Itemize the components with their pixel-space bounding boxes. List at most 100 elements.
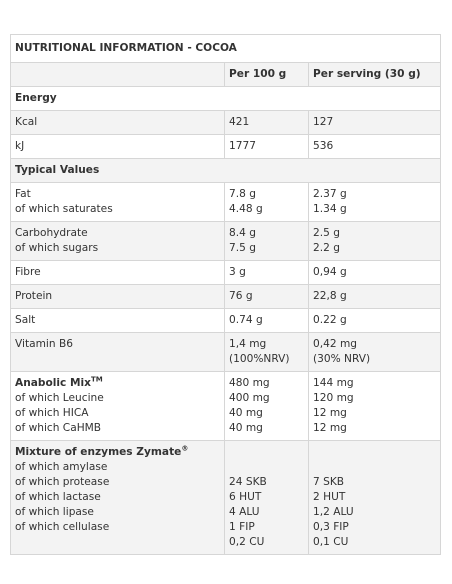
anabolic-trademark: TM [91,375,103,384]
value-kj-serving: 536 [307,134,442,159]
enzymes-title: Mixture of enzymes Zymate [15,446,182,458]
value-cahmb-srv: 12 mg [313,422,347,434]
value-saturates-srv: 1.34 g [313,203,347,215]
row-label-b6: Vitamin B6 [10,332,225,372]
value-leucine-100: 400 mg [229,392,270,404]
value-fat-per100: 7.8 g 4.48 g [224,182,309,222]
value-enzymes-serving: 7 SKB 2 HUT 1,2 ALU 0,3 FIP 0,1 CU [307,440,442,555]
value-kcal-serving: 127 [307,110,442,135]
label-amylase: of which amylase [15,461,108,473]
row-label-carb: Carbohydrate of which sugars [10,221,225,261]
value-fibre-per100: 3 g [224,260,309,285]
value-amylase-100: 24 SKB [229,476,267,488]
label-leucine: of which Leucine [15,392,104,404]
value-hica-srv: 12 mg [313,407,347,419]
label-cellulase: of which cellulase [15,521,110,533]
label-anabolic-mix: Anabolic MixTM [15,376,220,391]
value-carb-100: 8.4 g [229,227,256,239]
table-title-row: NUTRITIONAL INFORMATION - COCOA [9,34,442,63]
value-fat-100: 7.8 g [229,188,256,200]
nutrition-table-container: NUTRITIONAL INFORMATION - COCOA Per 100 … [9,34,442,555]
table-row: Carbohydrate of which sugars 8.4 g 7.5 g… [10,221,442,261]
table-row: Anabolic MixTM of which Leucine of which… [10,371,442,441]
value-b6-per100: 1,4 mg (100%NRV) [224,332,309,372]
value-lipase-100: 1 FIP [229,521,255,533]
table-row: Kcal 421 127 [10,110,442,135]
table-row: kJ 1777 536 [10,134,442,159]
value-saturates-100: 4.48 g [229,203,263,215]
label-lactase: of which lactase [15,491,101,503]
table-row: Mixture of enzymes Zymate® of which amyl… [10,440,442,555]
table-row: Protein 76 g 22,8 g [10,284,442,309]
value-anabolic-per100: 480 mg 400 mg 40 mg 40 mg [224,371,309,441]
value-b6-srv-nrv: (30% NRV) [313,353,371,365]
section-typical-row: Typical Values [9,158,442,183]
header-per-100g: Per 100 g [224,62,309,87]
value-sugars-100: 7.5 g [229,242,256,254]
table-row: Salt 0.74 g 0.22 g [10,308,442,333]
value-fat-srv: 2.37 g [313,188,347,200]
row-label-fibre: Fibre [10,260,225,285]
value-cahmb-100: 40 mg [229,422,263,434]
value-kj-per100: 1777 [224,134,309,159]
value-lipase-srv: 0,3 FIP [313,521,349,533]
header-row: Per 100 g Per serving (30 g) [10,62,442,87]
value-amylase-srv: 7 SKB [313,476,345,488]
table-row: Vitamin B6 1,4 mg (100%NRV) 0,42 mg (30%… [10,332,442,372]
section-energy-row: Energy [9,86,442,111]
label-hica: of which HICA [15,407,89,419]
row-label-kcal: Kcal [10,110,225,135]
anabolic-title: Anabolic Mix [15,377,91,389]
enzymes-registered: ® [181,444,189,453]
value-b6-100-nrv: (100%NRV) [229,353,290,365]
nutrition-table: NUTRITIONAL INFORMATION - COCOA Per 100 … [9,34,442,555]
value-anabolic-100: 480 mg [229,377,270,389]
header-per-serving: Per serving (30 g) [307,62,442,87]
label-enzymes: Mixture of enzymes Zymate® [15,445,220,460]
value-carb-per100: 8.4 g 7.5 g [224,221,309,261]
value-protease-srv: 2 HUT [313,491,346,503]
table-row: Fibre 3 g 0,94 g [10,260,442,285]
row-label-kj: kJ [10,134,225,159]
label-cahmb: of which CaHMB [15,422,102,434]
value-b6-serving: 0,42 mg (30% NRV) [307,332,442,372]
value-protease-100: 6 HUT [229,491,262,503]
label-saturates: of which saturates [15,203,113,215]
row-label-enzymes: Mixture of enzymes Zymate® of which amyl… [10,440,225,555]
value-leucine-srv: 120 mg [313,392,354,404]
row-label-protein: Protein [10,284,225,309]
value-carb-serving: 2.5 g 2.2 g [307,221,442,261]
value-fibre-serving: 0,94 g [307,260,442,285]
value-hica-100: 40 mg [229,407,263,419]
value-lactase-100: 4 ALU [229,506,260,518]
header-empty [10,62,225,87]
value-anabolic-srv: 144 mg [313,377,354,389]
value-protein-serving: 22,8 g [307,284,442,309]
table-row: Fat of which saturates 7.8 g 4.48 g 2.37… [10,182,442,222]
value-kcal-per100: 421 [224,110,309,135]
value-lactase-srv: 1,2 ALU [313,506,354,518]
value-anabolic-serving: 144 mg 120 mg 12 mg 12 mg [307,371,442,441]
section-typical-label: Typical Values [9,158,442,183]
value-salt-per100: 0.74 g [224,308,309,333]
value-b6-srv: 0,42 mg [313,338,357,350]
label-fat: Fat [15,188,31,200]
section-energy-label: Energy [9,86,442,111]
value-fat-serving: 2.37 g 1.34 g [307,182,442,222]
value-salt-serving: 0.22 g [307,308,442,333]
value-b6-100: 1,4 mg [229,338,267,350]
value-cellulase-100: 0,2 CU [229,536,265,548]
label-lipase: of which lipase [15,506,94,518]
row-label-anabolic: Anabolic MixTM of which Leucine of which… [10,371,225,441]
value-sugars-srv: 2.2 g [313,242,340,254]
label-protease: of which protease [15,476,110,488]
label-carbohydrate: Carbohydrate [15,227,88,239]
value-enzymes-per100: 24 SKB 6 HUT 4 ALU 1 FIP 0,2 CU [224,440,309,555]
label-sugars: of which sugars [15,242,99,254]
row-label-fat: Fat of which saturates [10,182,225,222]
value-protein-per100: 76 g [224,284,309,309]
table-title: NUTRITIONAL INFORMATION - COCOA [9,34,442,63]
value-cellulase-srv: 0,1 CU [313,536,349,548]
row-label-salt: Salt [10,308,225,333]
value-carb-srv: 2.5 g [313,227,340,239]
